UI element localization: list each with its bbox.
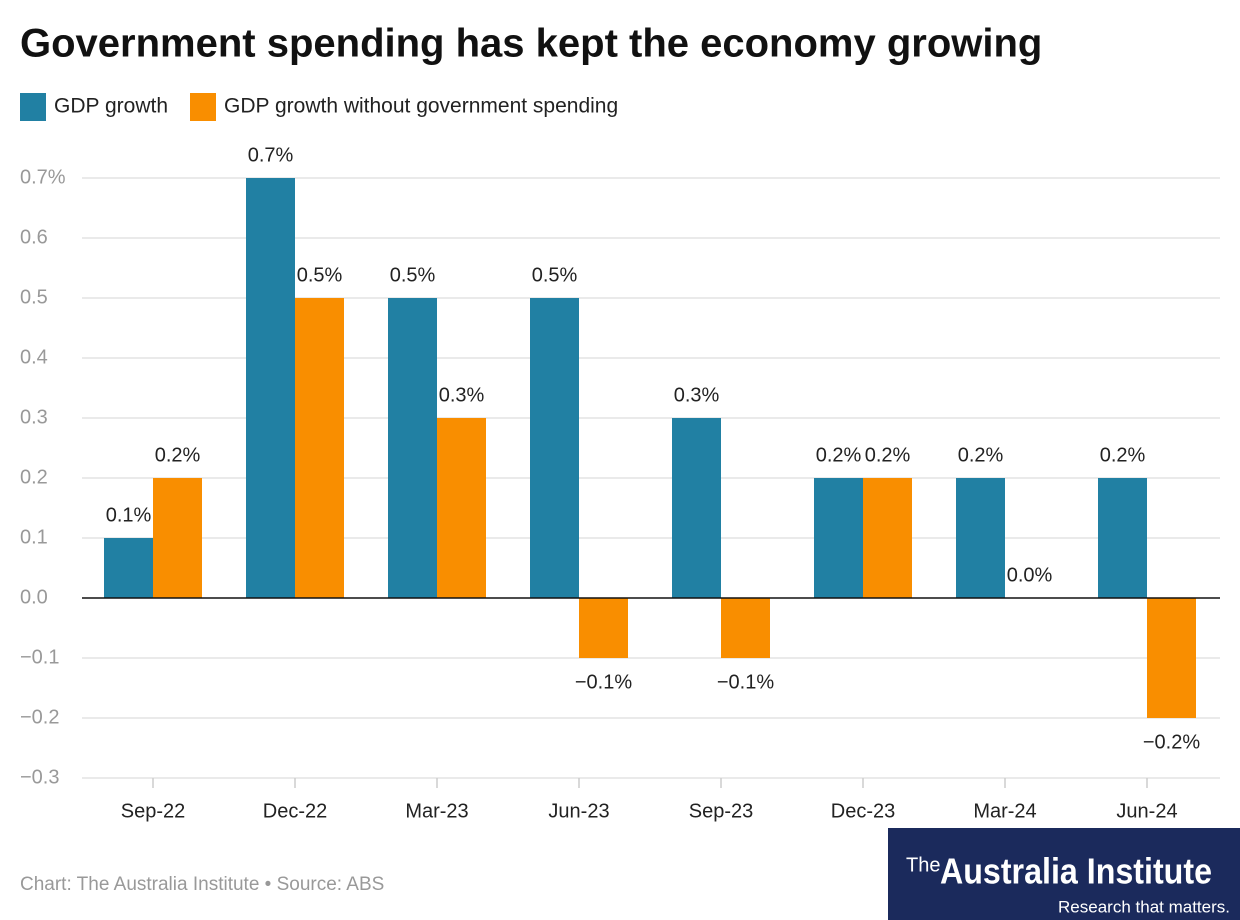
bar <box>721 598 770 658</box>
bar <box>104 538 153 598</box>
bar <box>295 298 344 598</box>
legend-swatch <box>20 93 46 121</box>
bar <box>863 478 912 598</box>
value-label: 0.2% <box>816 444 862 466</box>
value-label: 0.7% <box>248 144 294 166</box>
x-tick-label: Dec-22 <box>263 800 327 822</box>
logo-tagline: Research that matters. <box>1058 897 1230 916</box>
x-tick-label: Mar-24 <box>973 800 1036 822</box>
y-tick-label: 0.1 <box>20 526 48 548</box>
value-label: 0.5% <box>532 264 578 286</box>
y-tick-label: 0.3 <box>20 406 48 428</box>
bar <box>437 418 486 598</box>
bar <box>388 298 437 598</box>
chart-title: Government spending has kept the economy… <box>20 22 1042 66</box>
source-note: Chart: The Australia Institute • Source:… <box>20 874 384 895</box>
value-label: 0.3% <box>439 384 485 406</box>
y-tick-label: 0.7% <box>20 166 66 188</box>
logo-name: Australia Institute <box>940 851 1212 892</box>
y-tick-label: 0.2 <box>20 466 48 488</box>
logo-prefix: The <box>906 854 940 876</box>
y-tick-label: −0.1 <box>20 646 59 668</box>
bar <box>956 478 1005 598</box>
logo-box <box>888 828 1240 920</box>
bar <box>1098 478 1147 598</box>
value-label: 0.5% <box>297 264 343 286</box>
value-label: 0.1% <box>106 504 152 526</box>
x-tick-label: Jun-24 <box>1116 800 1177 822</box>
x-tick-label: Mar-23 <box>405 800 468 822</box>
x-tick-label: Dec-23 <box>831 800 895 822</box>
bar <box>530 298 579 598</box>
bar <box>246 178 295 598</box>
value-label: −0.1% <box>717 671 774 693</box>
value-label: −0.2% <box>1143 731 1200 753</box>
y-tick-label: 0.5 <box>20 286 48 308</box>
value-label: 0.2% <box>1100 444 1146 466</box>
legend-swatch <box>190 93 216 121</box>
value-label: 0.5% <box>390 264 436 286</box>
bar <box>814 478 863 598</box>
y-tick-label: −0.3 <box>20 766 59 788</box>
bar <box>153 478 202 598</box>
x-tick-label: Jun-23 <box>548 800 609 822</box>
x-tick-label: Sep-22 <box>121 800 186 822</box>
value-label: −0.1% <box>575 671 632 693</box>
y-tick-label: −0.2 <box>20 706 59 728</box>
value-label: 0.2% <box>865 444 911 466</box>
legend-label: GDP growth <box>54 95 168 118</box>
y-tick-label: 0.4 <box>20 346 48 368</box>
value-label: 0.0% <box>1007 564 1053 586</box>
bar <box>579 598 628 658</box>
value-label: 0.2% <box>958 444 1004 466</box>
x-tick-label: Sep-23 <box>689 800 754 822</box>
value-label: 0.3% <box>674 384 720 406</box>
bar <box>1147 598 1196 718</box>
y-tick-label: 0.0 <box>20 586 48 608</box>
y-tick-label: 0.6 <box>20 226 48 248</box>
legend-label: GDP growth without government spending <box>224 95 618 118</box>
bar <box>672 418 721 598</box>
value-label: 0.2% <box>155 444 201 466</box>
